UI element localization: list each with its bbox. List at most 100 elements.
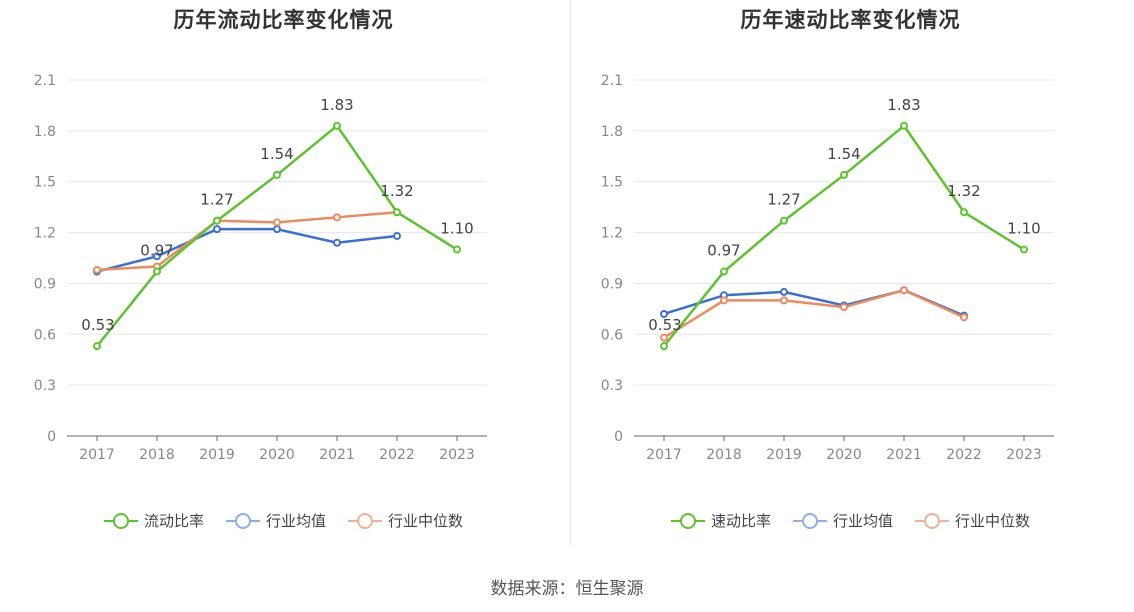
data-label: 1.10 xyxy=(440,220,473,238)
data-point[interactable] xyxy=(900,121,908,130)
data-point[interactable] xyxy=(720,267,728,276)
data-point[interactable] xyxy=(960,313,968,322)
data-label: 1.32 xyxy=(947,182,980,200)
data-point[interactable] xyxy=(273,170,281,179)
data-point[interactable] xyxy=(780,216,788,225)
y-tick-label: 0.6 xyxy=(601,327,623,343)
data-point[interactable] xyxy=(333,121,341,130)
data-point[interactable] xyxy=(1020,245,1028,254)
chart-title: 历年流动比率变化情况 xyxy=(173,8,394,32)
data-point[interactable] xyxy=(333,238,341,247)
x-tick-label: 2023 xyxy=(1006,447,1042,463)
data-point[interactable] xyxy=(780,296,788,305)
data-point[interactable] xyxy=(273,218,281,227)
series-line xyxy=(96,227,398,273)
x-tick-label: 2018 xyxy=(706,447,742,463)
legend-label: 行业均值 xyxy=(832,512,893,530)
data-point[interactable] xyxy=(720,296,728,305)
y-tick-label: 1.8 xyxy=(601,124,623,140)
data-label: 1.54 xyxy=(827,145,860,163)
data-label: 0.53 xyxy=(81,316,114,334)
data-point[interactable] xyxy=(840,303,848,312)
data-label: 1.10 xyxy=(1007,220,1040,238)
y-tick-label: 2.1 xyxy=(601,73,623,89)
legend-marker-icon xyxy=(103,511,138,531)
data-point[interactable] xyxy=(93,265,101,274)
current-ratio-plot: 0 0.3 0.6 0.9 1.2 1.5 1.8 2.1 2017 2018 2019 2020 20… xyxy=(34,73,487,463)
x-tick-label: 2022 xyxy=(379,447,415,463)
data-label: 0.53 xyxy=(648,316,681,334)
x-tick-label: 2019 xyxy=(199,447,235,463)
legend-marker-icon xyxy=(792,511,827,531)
y-tick-label: 1.2 xyxy=(34,226,56,242)
x-tick-label: 2023 xyxy=(439,447,475,463)
legend-label: 行业中位数 xyxy=(955,512,1031,530)
y-tick-label: 0.9 xyxy=(34,276,56,292)
data-label: 1.83 xyxy=(320,96,353,114)
current-ratio-chart: 历年流动比率变化情况 0 0.3 0.6 0.9 1.2 1.5 1.8 2.1 2017 201… xyxy=(0,0,567,560)
y-tick-label: 1.2 xyxy=(601,226,623,242)
x-tick-label: 2022 xyxy=(946,447,982,463)
legend-item[interactable]: 行业中位数 xyxy=(348,510,463,531)
x-tick-label: 2017 xyxy=(79,447,115,463)
data-label: 1.27 xyxy=(767,191,800,209)
data-point[interactable] xyxy=(453,245,461,254)
y-tick-label: 0 xyxy=(614,429,623,445)
data-point[interactable] xyxy=(960,208,968,217)
legend-label: 流动比率 xyxy=(143,512,204,530)
y-tick-label: 0.3 xyxy=(34,378,56,394)
series-line xyxy=(96,210,398,272)
data-point[interactable] xyxy=(333,213,341,222)
data-point[interactable] xyxy=(660,333,668,342)
y-tick-label: 0.3 xyxy=(601,378,623,394)
y-tick-label: 0.9 xyxy=(601,276,623,292)
data-point[interactable] xyxy=(393,208,401,217)
data-point[interactable] xyxy=(780,287,788,296)
x-tick-label: 2020 xyxy=(259,447,295,463)
data-point[interactable] xyxy=(153,252,161,261)
x-tick-label: 2018 xyxy=(139,447,175,463)
data-point[interactable] xyxy=(213,225,221,234)
chart-title: 历年速动比率变化情况 xyxy=(740,8,961,32)
x-tick-label: 2017 xyxy=(646,447,682,463)
data-label: 1.83 xyxy=(887,96,920,114)
x-tick-label: 2021 xyxy=(319,447,355,463)
data-point[interactable] xyxy=(840,170,848,179)
data-label: 0.97 xyxy=(707,242,740,260)
y-tick-label: 2.1 xyxy=(34,73,56,89)
legend-marker-icon xyxy=(915,511,949,531)
data-label: 1.32 xyxy=(380,182,413,200)
data-label: 0.97 xyxy=(140,242,173,260)
data-point[interactable] xyxy=(660,342,668,351)
series-line xyxy=(663,288,965,339)
legend-label: 行业均值 xyxy=(265,512,326,530)
y-tick-label: 1.5 xyxy=(601,175,623,191)
data-point[interactable] xyxy=(213,216,221,225)
data-point[interactable] xyxy=(93,342,101,351)
x-tick-label: 2019 xyxy=(766,447,802,463)
data-point[interactable] xyxy=(660,309,668,318)
legend-marker-icon xyxy=(348,511,382,531)
data-point[interactable] xyxy=(393,231,401,240)
data-label: 1.27 xyxy=(200,191,233,209)
legend-item[interactable]: 行业均值 xyxy=(792,510,893,531)
x-tick-label: 2021 xyxy=(886,447,922,463)
chart-legend: 流动比率 行业均值 行业中位数 xyxy=(0,510,567,531)
panel-divider xyxy=(570,0,571,545)
data-point[interactable] xyxy=(900,286,908,295)
data-point[interactable] xyxy=(153,267,161,276)
x-tick-label: 2020 xyxy=(826,447,862,463)
y-tick-label: 1.5 xyxy=(34,175,56,191)
legend-item[interactable]: 流动比率 xyxy=(103,510,204,531)
legend-item[interactable]: 行业中位数 xyxy=(915,510,1030,531)
y-tick-label: 1.8 xyxy=(34,124,56,140)
data-label: 1.54 xyxy=(260,145,293,163)
y-tick-label: 0 xyxy=(47,429,56,445)
legend-label: 速动比率 xyxy=(710,512,771,530)
data-source: 数据来源：恒生聚源 xyxy=(490,579,644,599)
y-tick-label: 0.6 xyxy=(34,327,56,343)
legend-label: 行业中位数 xyxy=(388,512,464,530)
legend-item[interactable]: 行业均值 xyxy=(225,510,326,531)
data-point[interactable] xyxy=(273,225,281,234)
legend-item[interactable]: 速动比率 xyxy=(670,510,771,531)
